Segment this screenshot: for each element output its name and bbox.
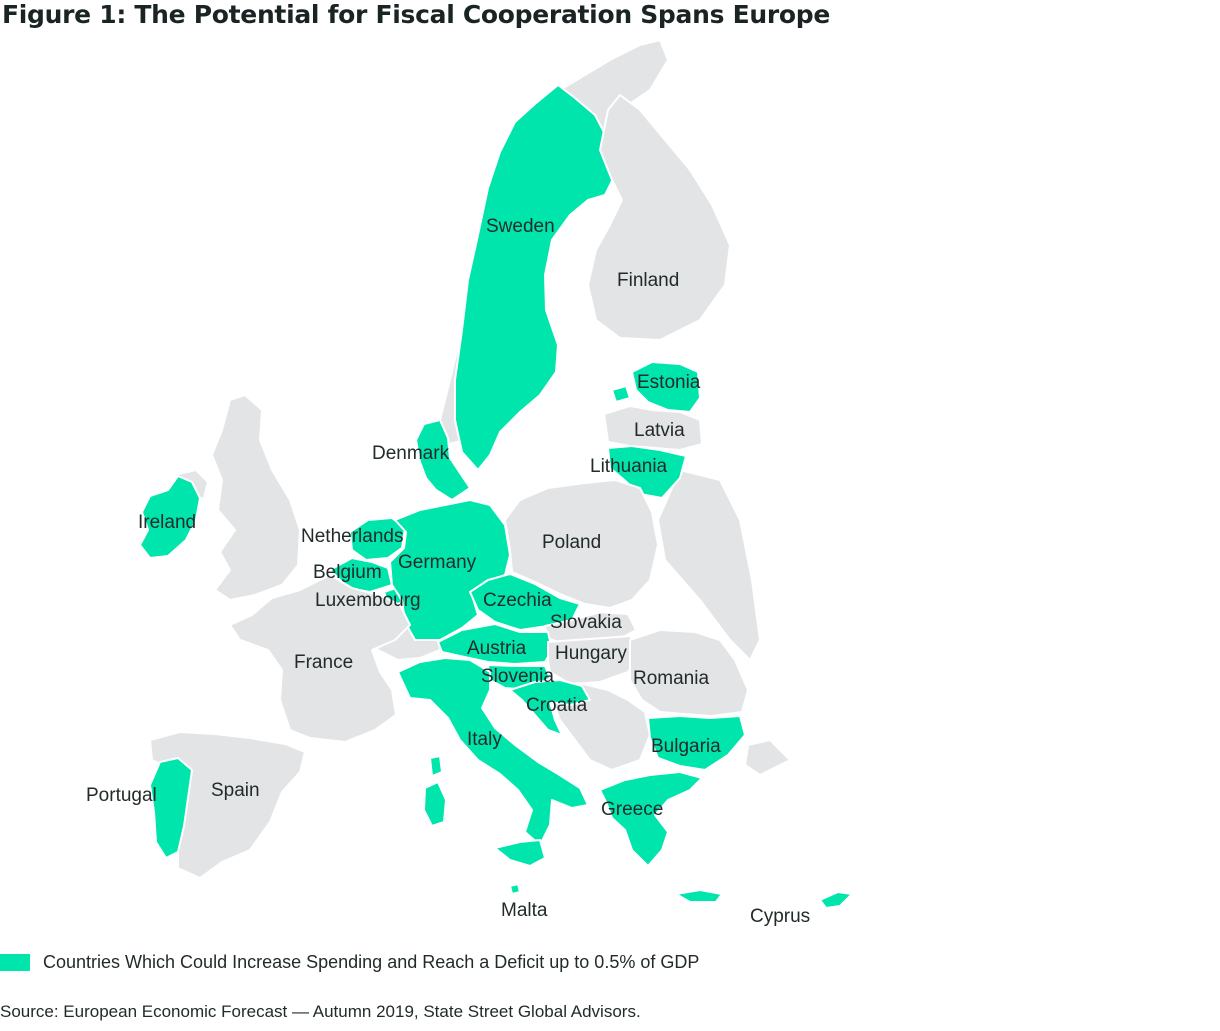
sardinia-shape [423, 781, 447, 827]
estonia-shape [631, 361, 701, 413]
label-portugal: Portugal [86, 785, 157, 806]
label-germany: Germany [398, 552, 477, 573]
label-lithuania: Lithuania [590, 456, 668, 477]
label-czechia: Czechia [483, 590, 552, 611]
label-poland: Poland [542, 532, 601, 553]
label-cyprus: Cyprus [750, 906, 810, 927]
legend: Countries Which Could Increase Spending … [0, 952, 699, 973]
croatia-shape [509, 679, 591, 736]
figure-title: Figure 1: The Potential for Fiscal Coope… [2, 0, 831, 29]
label-netherlands: Netherlands [301, 526, 403, 547]
latvia-shape [603, 405, 703, 451]
label-austria: Austria [467, 638, 527, 659]
great-britain-shape [211, 394, 301, 601]
label-belgium: Belgium [313, 562, 382, 583]
label-hungary: Hungary [555, 643, 627, 664]
label-croatia: Croatia [526, 695, 588, 716]
corsica-shape [429, 755, 443, 777]
label-greece: Greece [601, 799, 663, 820]
turkey-shape [744, 739, 791, 776]
netherlands-shape [349, 517, 406, 561]
label-latvia: Latvia [634, 420, 685, 441]
label-luxembourg: Luxembourg [315, 590, 421, 611]
europe-map: Sweden Finland Estonia Latvia Lithuania … [86, 39, 853, 927]
sicily-shape [494, 839, 546, 867]
poland-shape [504, 479, 659, 609]
greece-shape [599, 771, 703, 867]
label-slovenia: Slovenia [481, 666, 554, 687]
label-france: France [294, 652, 353, 673]
hungary-shape [547, 635, 641, 685]
legend-swatch [0, 954, 30, 971]
label-ireland: Ireland [138, 512, 196, 533]
belarus-ukraine-shape [657, 469, 761, 661]
label-slovakia: Slovakia [550, 612, 622, 633]
crete-shape [675, 889, 723, 903]
malta-shape [509, 883, 521, 895]
denmark-shape [415, 419, 471, 501]
ireland-shape [139, 475, 201, 559]
estonia-island-shape [611, 385, 631, 403]
source-note: Source: European Economic Forecast — Aut… [0, 1002, 641, 1021]
label-finland: Finland [617, 270, 679, 291]
legend-label: Countries Which Could Increase Spending … [43, 952, 700, 972]
label-spain: Spain [211, 780, 260, 801]
label-italy: Italy [467, 729, 502, 750]
portugal-shape [149, 757, 193, 859]
italy-shape [397, 657, 589, 846]
czechia-shape [469, 573, 581, 631]
label-malta: Malta [501, 900, 548, 921]
germany-shape [389, 499, 511, 641]
label-sweden: Sweden [486, 216, 555, 237]
label-romania: Romania [633, 668, 709, 689]
finland-shape [587, 94, 731, 341]
romania-shape [629, 629, 749, 717]
cyprus-shape [819, 891, 853, 909]
france-shape [229, 574, 411, 743]
label-estonia: Estonia [637, 372, 701, 393]
lithuania-shape [607, 445, 687, 499]
label-bulgaria: Bulgaria [651, 736, 721, 757]
bulgaria-shape [647, 715, 746, 771]
label-denmark: Denmark [372, 443, 450, 464]
